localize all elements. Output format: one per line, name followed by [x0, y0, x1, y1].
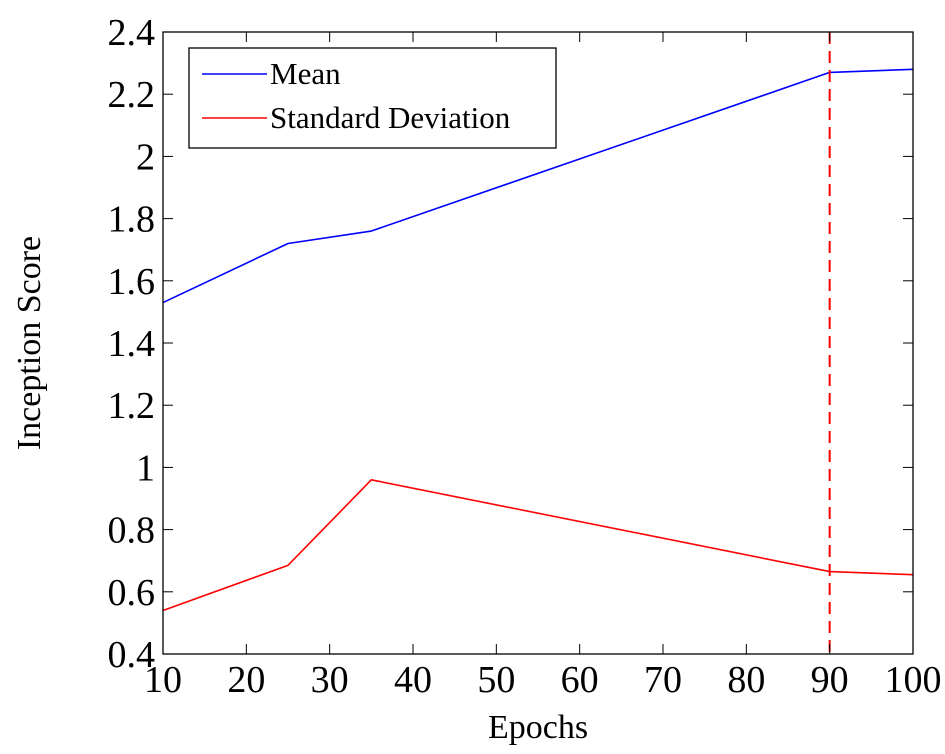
plot-area [162, 32, 914, 654]
y-tick-label: 0.6 [108, 572, 156, 614]
axes: 10 20 30 40 50 60 70 80 90 100 0.4 0.6 0.8 1 1.2 1.4 1.6… [11, 12, 942, 746]
legend-label-mean: Mean [270, 56, 341, 91]
x-tick-label: 100 [885, 659, 942, 701]
y-tick-label: 1.8 [108, 199, 156, 241]
x-tick-label: 90 [811, 659, 849, 701]
series-line-mean [162, 68, 914, 304]
x-tick-label: 50 [477, 659, 515, 701]
x-tick-label: 30 [311, 659, 349, 701]
y-tick-label: 2.2 [108, 74, 156, 116]
legend: Mean Standard Deviation [188, 47, 557, 149]
y-tick-label: 1 [136, 447, 155, 489]
series-line-standard-deviation [162, 479, 914, 612]
y-tick-label: 1.2 [108, 385, 156, 427]
x-tick-label: 60 [561, 659, 599, 701]
x-axis-title: Epochs [488, 709, 588, 746]
x-tick-label: 70 [644, 659, 682, 701]
y-tick-label: 0.4 [108, 634, 156, 676]
y-tick-label: 2.4 [108, 12, 156, 54]
x-tick-label: 40 [394, 659, 432, 701]
y-tick-label: 1.4 [108, 323, 156, 365]
y-tick-label: 0.8 [108, 510, 156, 552]
y-tick-label: 1.6 [108, 261, 156, 303]
legend-label-standard-deviation: Standard Deviation [270, 100, 511, 135]
y-axis-title: Inception Score [11, 236, 48, 450]
y-tick-label: 2 [136, 136, 155, 178]
x-tick-label: 10 [144, 659, 182, 701]
legend-box [188, 47, 557, 149]
x-tick-label: 20 [227, 659, 265, 701]
x-tick-label: 80 [727, 659, 765, 701]
